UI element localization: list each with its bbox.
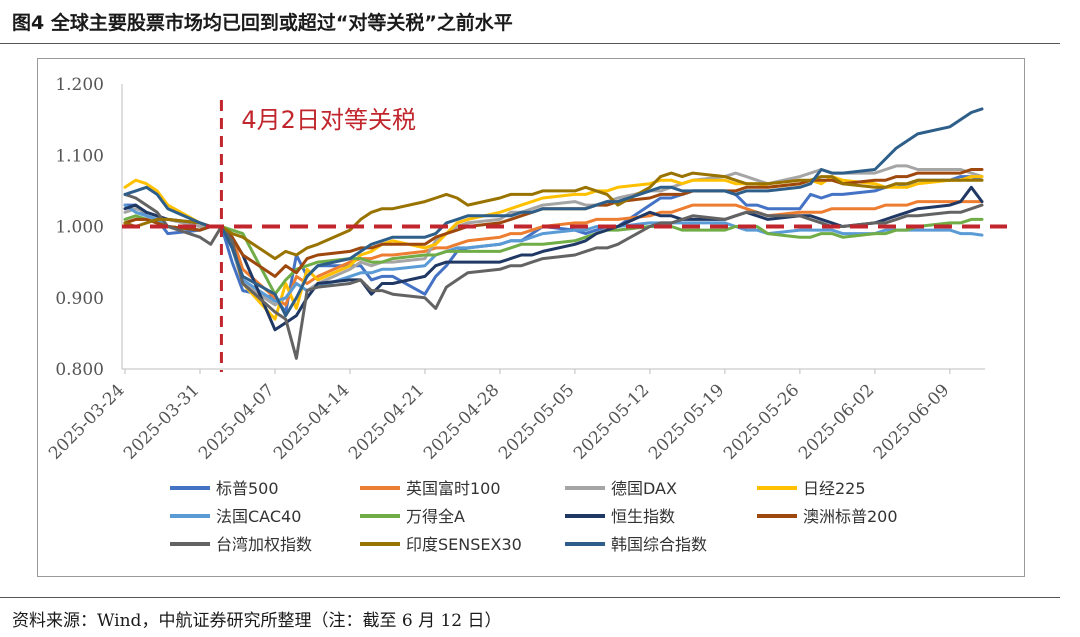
legend-label: 标普500 [216,479,279,498]
legend-item: 印度SENSEX30 [360,535,522,554]
legend-label: 澳洲标普200 [803,507,898,526]
x-tick-label: 2025-04-21 [345,380,428,463]
x-tick-label: 2025-04-07 [195,380,278,463]
x-tick-label: 2025-05-12 [570,380,653,463]
chart-legend: 标普500 英国富时100 德国DAX 日经225 法国CAC40 万得全A 恒生指数 澳洲标… [170,479,898,554]
y-tick-label: 1.000 [55,218,104,238]
legend-label: 恒生指数 [611,507,675,526]
figure-title: 图4 全球主要股票市场均已回到或超过“对等关税”之前水平 [12,12,513,34]
series-line [123,107,984,318]
series-line [123,203,984,303]
legend-label: 法国CAC40 [216,507,301,526]
x-tick-label: 2025-05-05 [495,380,578,463]
chart-overlay: 4月2日对等关税 [122,100,1007,372]
series-line [123,171,984,261]
legend-item: 台湾加权指数 [170,535,312,554]
series-lines [123,107,984,360]
legend-item: 澳洲标普200 [757,507,898,526]
chart-frame [37,58,1025,577]
legend-label: 日经225 [803,479,866,498]
legend-item: 万得全A [360,507,465,526]
x-tick-label: 2025-06-02 [795,380,878,463]
title-divider [0,43,1060,44]
x-tick-label: 2025-03-31 [120,380,203,463]
legend-item: 德国DAX [565,479,677,498]
x-tick-label: 2025-05-26 [720,380,803,463]
x-tick-label: 2025-04-28 [420,380,503,463]
legend-label: 印度SENSEX30 [406,535,522,554]
x-tick-label: 2025-03-24 [45,380,128,463]
x-tick-label: 2025-04-14 [270,380,353,463]
legend-label: 英国富时100 [406,479,501,498]
chart-axes: 0.8000.9001.0001.1001.2002025-03-242025-… [45,75,985,464]
legend-label: 万得全A [406,507,465,526]
source-note: 资料来源：Wind，中航证券研究所整理（注：截至 6 月 12 日） [12,611,502,631]
legend-item: 韩国综合指数 [565,535,707,554]
legend-item: 标普500 [170,479,279,498]
x-tick-label: 2025-05-19 [645,380,728,463]
x-tick-label: 2025-06-09 [870,380,953,463]
legend-item: 英国富时100 [360,479,501,498]
legend-item: 日经225 [757,479,866,498]
series-line [123,185,984,332]
y-tick-label: 1.100 [55,146,104,166]
source-divider [0,597,1060,598]
y-tick-label: 0.800 [55,360,104,380]
y-tick-label: 1.200 [55,75,104,95]
y-tick-label: 0.900 [55,289,104,309]
series-line [123,214,984,296]
legend-label: 德国DAX [611,479,677,498]
event-marker-label: 4月2日对等关税 [241,106,416,134]
legend-item: 法国CAC40 [170,507,301,526]
legend-item: 恒生指数 [565,507,675,526]
legend-label: 韩国综合指数 [611,535,707,554]
legend-label: 台湾加权指数 [216,535,312,554]
